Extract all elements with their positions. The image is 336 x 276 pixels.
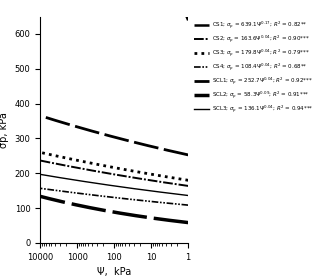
X-axis label: Ψ,  kPa: Ψ, kPa [97, 267, 131, 276]
Legend: CS1; $\sigma_p$ = 639.1$\Psi^{0.17}$; $R^2$ = 0.82**, CS2; $\sigma_p$ = 163.6$\P: CS1; $\sigma_p$ = 639.1$\Psi^{0.17}$; $R… [194, 19, 313, 115]
Y-axis label: σp, kPa: σp, kPa [0, 112, 9, 148]
